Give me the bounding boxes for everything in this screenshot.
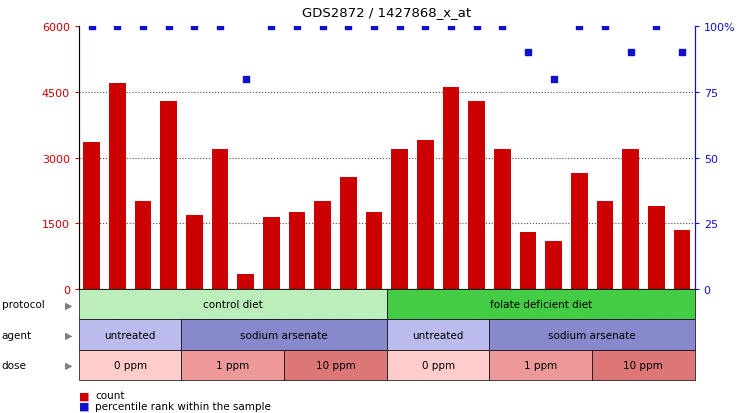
Text: 10 ppm: 10 ppm [623, 360, 663, 370]
Text: ▶: ▶ [65, 360, 73, 370]
Point [240, 76, 252, 83]
Point [573, 24, 585, 30]
Bar [340, 178, 357, 290]
Text: untreated: untreated [104, 330, 156, 340]
Text: 1 ppm: 1 ppm [216, 360, 249, 370]
Point [137, 24, 149, 30]
Text: count: count [95, 390, 125, 400]
Text: folate deficient diet: folate deficient diet [490, 299, 592, 310]
Bar [417, 141, 433, 290]
Text: untreated: untreated [412, 330, 464, 340]
Bar [83, 143, 100, 290]
Text: 1 ppm: 1 ppm [524, 360, 557, 370]
Text: 0 ppm: 0 ppm [421, 360, 454, 370]
Text: protocol: protocol [2, 299, 44, 310]
Bar [237, 274, 254, 290]
Bar [442, 88, 460, 290]
Text: 0 ppm: 0 ppm [113, 360, 146, 370]
Point [189, 24, 201, 30]
Bar [648, 206, 665, 290]
Bar [288, 213, 306, 290]
Point [445, 24, 457, 30]
Bar [160, 101, 177, 290]
Point [394, 24, 406, 30]
Text: ▶: ▶ [65, 330, 73, 340]
Bar [571, 173, 587, 290]
Bar [186, 215, 203, 290]
Point [86, 24, 98, 30]
Text: sodium arsenate: sodium arsenate [240, 330, 328, 340]
Bar [109, 84, 125, 290]
Point [163, 24, 175, 30]
Text: ▶: ▶ [65, 299, 73, 310]
Text: dose: dose [2, 360, 26, 370]
Bar [545, 241, 562, 290]
Bar [520, 233, 536, 290]
Text: ■: ■ [79, 401, 89, 411]
Bar [391, 150, 408, 290]
Point [291, 24, 303, 30]
Bar [366, 213, 382, 290]
Text: ■: ■ [79, 390, 89, 400]
Text: sodium arsenate: sodium arsenate [548, 330, 636, 340]
Bar [622, 150, 639, 290]
Point [419, 24, 431, 30]
Point [650, 24, 662, 30]
Text: agent: agent [2, 330, 32, 340]
Point [676, 50, 688, 57]
Point [342, 24, 354, 30]
Point [547, 76, 559, 83]
Point [599, 24, 611, 30]
Point [368, 24, 380, 30]
Bar [134, 202, 152, 290]
Bar [674, 230, 690, 290]
Bar [494, 150, 511, 290]
Bar [468, 101, 485, 290]
Point [496, 24, 508, 30]
Point [265, 24, 277, 30]
Point [522, 50, 534, 57]
Bar [212, 150, 228, 290]
Bar [263, 217, 279, 290]
Point [214, 24, 226, 30]
Point [471, 24, 483, 30]
Bar [596, 202, 614, 290]
Text: GDS2872 / 1427868_x_at: GDS2872 / 1427868_x_at [302, 6, 472, 19]
Bar [314, 202, 331, 290]
Point [317, 24, 329, 30]
Point [625, 50, 637, 57]
Text: percentile rank within the sample: percentile rank within the sample [95, 401, 271, 411]
Text: control diet: control diet [203, 299, 263, 310]
Point [111, 24, 123, 30]
Text: 10 ppm: 10 ppm [315, 360, 355, 370]
